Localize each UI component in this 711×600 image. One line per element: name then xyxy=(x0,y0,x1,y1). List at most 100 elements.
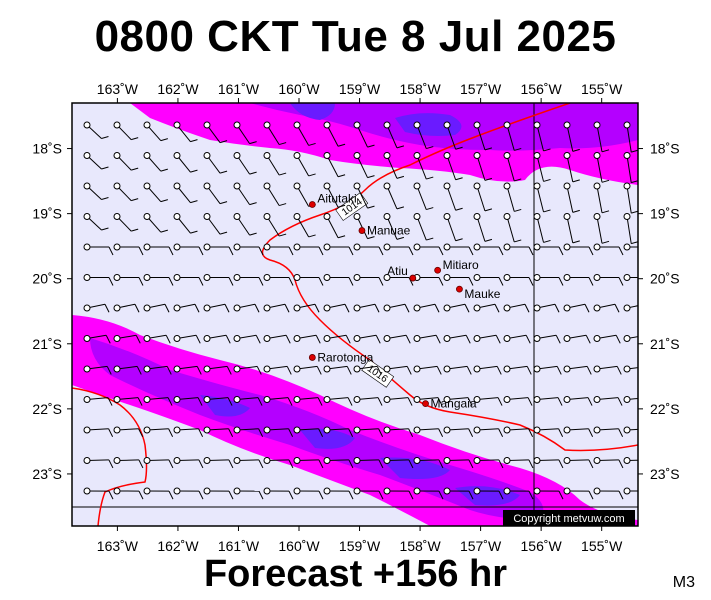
wind-barb xyxy=(143,303,170,313)
place-label: Atiu xyxy=(387,264,408,278)
wind-barb xyxy=(83,303,110,313)
wind-barb xyxy=(353,182,375,209)
wind-barb xyxy=(563,243,594,256)
wind-barb xyxy=(83,152,109,170)
place-aitutaki: Aitutaki xyxy=(308,192,357,208)
wind-barb xyxy=(323,426,354,437)
wind-barb xyxy=(293,274,324,286)
wind-barb xyxy=(473,396,503,406)
wind-barb xyxy=(413,365,442,375)
wind-barb xyxy=(473,152,493,181)
copyright-badge: Copyright metvuw.com xyxy=(503,510,635,526)
wind-barb xyxy=(473,303,500,313)
wind-barb xyxy=(473,213,493,242)
lat-label-left: 20˚S xyxy=(32,271,62,287)
wind-barb xyxy=(323,396,353,406)
wind-barb xyxy=(413,396,443,406)
wind-barb xyxy=(83,243,114,256)
wind-barb xyxy=(443,457,474,469)
wind-barb xyxy=(533,365,562,375)
wind-barb xyxy=(113,365,142,375)
wind-barb xyxy=(473,121,493,151)
map-frame xyxy=(71,102,639,527)
wind-barb xyxy=(293,365,322,375)
place-mauke: Mauke xyxy=(456,285,501,301)
wind-barb xyxy=(413,457,444,469)
lat-label-right: 20˚S xyxy=(650,271,680,287)
wind-barb xyxy=(233,303,260,313)
wind-barb xyxy=(383,365,412,375)
lon-label-bottom: 156˚W xyxy=(521,538,563,554)
wind-barb xyxy=(263,274,294,286)
wind-barb xyxy=(623,182,638,214)
wind-barbs xyxy=(83,121,638,500)
lon-label-top: 156˚W xyxy=(521,81,563,97)
wind-barb xyxy=(593,334,621,344)
wind-barb xyxy=(203,213,228,235)
wind-barb xyxy=(323,243,354,256)
wind-barb xyxy=(563,121,580,152)
wind-barb xyxy=(173,121,198,143)
wind-barb xyxy=(353,152,375,179)
wind-barb xyxy=(83,121,109,140)
wind-barb xyxy=(83,487,114,500)
wind-barb xyxy=(503,487,534,500)
wind-barb xyxy=(353,487,384,500)
wind-barb xyxy=(113,303,140,313)
lon-label-bottom: 159˚W xyxy=(339,538,381,554)
lon-label-bottom: 161˚W xyxy=(218,538,260,554)
wind-barb xyxy=(593,121,610,153)
wind-barb xyxy=(533,396,563,406)
wind-barb xyxy=(323,487,354,500)
wind-barb xyxy=(113,152,139,171)
wind-barb xyxy=(593,243,624,256)
wind-barb xyxy=(593,426,624,437)
wind-barb xyxy=(563,182,580,213)
wind-barb xyxy=(623,213,638,245)
wind-barb xyxy=(413,426,444,437)
wind-barb xyxy=(353,303,380,313)
wind-barb xyxy=(563,303,590,313)
wind-barb xyxy=(203,303,230,313)
wind-barb xyxy=(443,182,463,211)
wind-barb xyxy=(143,426,174,437)
wind-barb xyxy=(173,152,198,173)
wind-barb xyxy=(443,426,474,437)
wind-barb xyxy=(173,182,198,204)
wind-barb xyxy=(203,182,228,205)
wind-barb xyxy=(143,213,168,233)
wind-barb xyxy=(443,303,470,313)
wind-barb xyxy=(173,334,201,344)
wind-barb xyxy=(143,365,172,375)
wind-barb xyxy=(293,303,320,313)
wind-barb xyxy=(533,213,551,243)
wind-barb xyxy=(323,213,346,239)
place-mitiaro: Mitiaro xyxy=(434,258,479,274)
wind-barb xyxy=(533,334,561,344)
wind-barb xyxy=(413,334,441,344)
wind-barb xyxy=(593,152,610,183)
wind-barb xyxy=(263,457,294,469)
wind-barb xyxy=(473,243,504,256)
lat-label-left: 19˚S xyxy=(32,206,62,222)
wind-barb xyxy=(233,365,262,375)
wind-barb xyxy=(473,334,501,344)
place-label: Mauke xyxy=(464,287,500,301)
wind-barb xyxy=(143,243,174,256)
wind-barb xyxy=(503,365,532,375)
wind-barb xyxy=(623,335,638,342)
wind-barb xyxy=(383,487,414,500)
wind-barb xyxy=(353,121,375,148)
lat-label-left: 21˚S xyxy=(32,336,62,352)
map-title: 0800 CKT Tue 8 Jul 2025 xyxy=(94,12,617,61)
place-label: Mitiaro xyxy=(443,258,479,272)
wind-barb xyxy=(143,152,168,172)
place-markers: Aitutaki Manuae Mitiaro Atiu Mauke Rarotonga M… xyxy=(308,192,501,411)
wind-barb xyxy=(173,457,204,469)
wind-barb xyxy=(593,457,624,469)
place-label: Rarotonga xyxy=(317,350,373,364)
wind-barb xyxy=(263,426,294,437)
wind-barb xyxy=(113,457,144,469)
wind-barb xyxy=(113,396,143,406)
wind-barb xyxy=(293,213,316,238)
